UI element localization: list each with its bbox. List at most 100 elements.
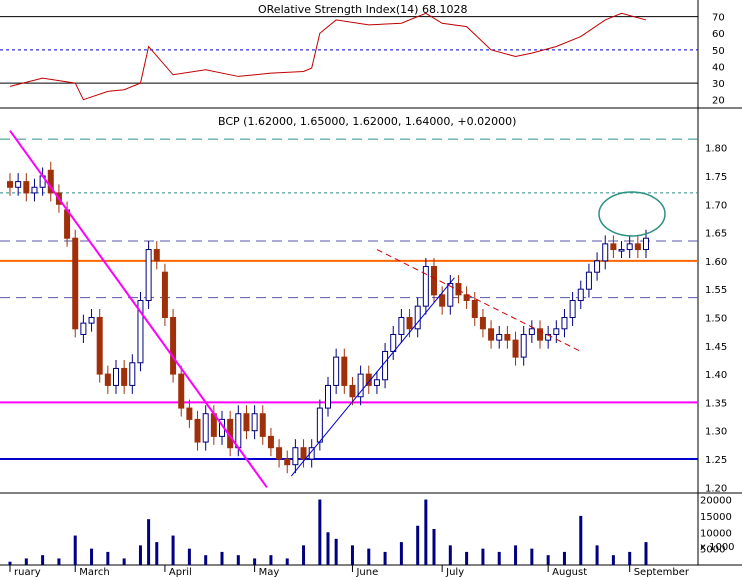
volume-bar — [367, 548, 371, 565]
volume-bar — [481, 548, 485, 565]
candle-body — [284, 458, 291, 466]
price-tick-label: 1.30 — [705, 427, 727, 438]
rsi-tick-label: 70 — [712, 13, 725, 24]
volume-bar — [122, 558, 126, 565]
rsi-tick-label: 40 — [712, 62, 725, 73]
month-label: May — [259, 567, 280, 577]
price-tick-label: 1.70 — [705, 200, 727, 211]
candle-body — [382, 350, 389, 381]
volume-bar — [465, 551, 469, 565]
price-tick-label: 1.25 — [705, 455, 727, 466]
volume-bar — [187, 548, 191, 565]
red-downtrend-line — [376, 249, 581, 352]
volume-bar — [562, 551, 566, 565]
price-title: BCP (1.62000, 1.65000, 1.62000, 1.64000,… — [218, 115, 516, 128]
candle-body — [634, 243, 641, 251]
rsi-tick-label: 30 — [712, 79, 725, 90]
candle-body — [300, 447, 307, 460]
volume-bar — [326, 532, 330, 565]
candle-body — [153, 249, 160, 262]
candle-body — [316, 407, 323, 443]
volume-bar — [628, 551, 632, 565]
price-panel: BCP (1.62000, 1.65000, 1.62000, 1.64000,… — [0, 115, 727, 494]
volume-bar — [350, 545, 354, 565]
candle-body — [390, 333, 397, 352]
candle-body — [47, 169, 54, 194]
candle-body — [145, 249, 152, 301]
volume-bar — [611, 555, 615, 565]
rsi-tick-label: 60 — [712, 29, 725, 40]
candle-body — [88, 316, 95, 324]
candle-body — [537, 328, 543, 341]
volume-bar — [41, 555, 45, 565]
month-label: June — [355, 567, 378, 577]
volume-bar — [399, 542, 403, 565]
volume-bar — [106, 551, 110, 565]
candle-body — [186, 407, 193, 420]
candle-body — [528, 328, 535, 335]
volume-tick-label: 15000 — [700, 512, 732, 523]
candle-body — [104, 373, 111, 386]
price-tick-label: 1.45 — [705, 342, 727, 353]
volume-bar — [546, 555, 550, 565]
candle-body — [64, 209, 71, 239]
volume-bar — [285, 558, 289, 565]
volume-bar — [171, 535, 175, 565]
price-tick-label: 1.60 — [705, 257, 727, 268]
price-tick-label: 1.80 — [705, 144, 727, 155]
candle-body — [365, 373, 372, 386]
month-label: March — [79, 567, 109, 577]
volume-bar — [220, 551, 224, 565]
candle-body — [602, 243, 609, 262]
rsi-line — [9, 12, 647, 101]
volume-bar — [147, 519, 151, 565]
candle-body — [626, 243, 633, 251]
candle-body — [398, 316, 405, 335]
volume-bar — [24, 558, 28, 565]
month-label: ruary — [14, 567, 41, 577]
candle-body — [325, 384, 331, 409]
candle-body — [161, 271, 168, 318]
candle-body — [610, 243, 617, 251]
volume-tick-label: 10000 — [700, 528, 732, 539]
volume-bar — [579, 515, 583, 565]
candle-body — [178, 373, 185, 409]
candle-body — [137, 300, 144, 364]
volume-bar — [497, 551, 501, 565]
uptrend-line — [290, 277, 455, 477]
month-label: August — [552, 567, 587, 577]
volume-bar — [90, 548, 94, 565]
candle-body — [594, 260, 601, 273]
volume-tick-label: 5000 — [700, 545, 725, 556]
volume-bar — [318, 499, 322, 565]
candle-body — [308, 447, 315, 460]
volume-bar — [8, 561, 12, 565]
volume-bar — [57, 558, 61, 565]
candle-body — [72, 237, 79, 330]
volume-bar — [302, 545, 306, 565]
rsi-tick-label: 50 — [712, 46, 725, 57]
candle-body — [23, 181, 30, 194]
volume-bar — [253, 558, 257, 565]
price-tick-label: 1.35 — [705, 398, 727, 409]
candle-body — [471, 300, 478, 318]
candle-body — [439, 294, 446, 307]
candle-body — [194, 418, 201, 443]
breakout-highlight-circle — [598, 191, 666, 237]
candle-body — [373, 379, 380, 386]
candle-body — [7, 181, 13, 188]
candle-body — [243, 413, 250, 432]
volume-bar — [334, 538, 338, 565]
price-tick-label: 1.55 — [705, 285, 727, 296]
volume-bar — [448, 545, 452, 565]
month-label: April — [169, 567, 192, 577]
candle-body — [406, 316, 413, 330]
candle-body — [15, 181, 22, 188]
candle-body — [113, 367, 119, 386]
month-label: July — [445, 567, 464, 577]
candle-body — [569, 300, 576, 318]
candle-body — [545, 333, 552, 341]
month-axis: ruary March April May June July August Septembe… — [9, 565, 690, 577]
